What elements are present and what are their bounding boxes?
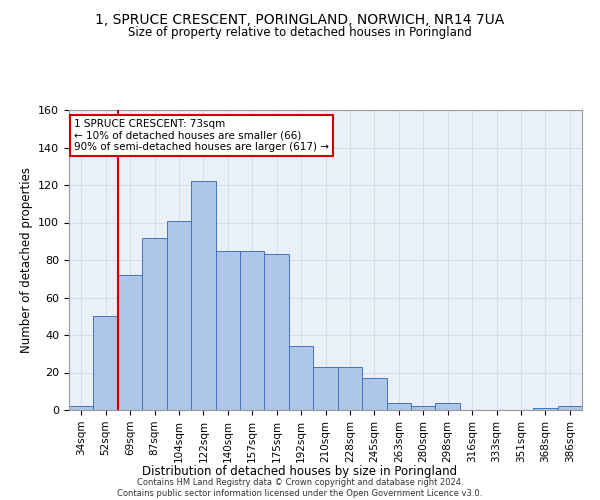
Bar bbox=[386, 402, 411, 410]
Bar bbox=[69, 406, 94, 410]
Bar bbox=[118, 275, 142, 410]
Bar bbox=[265, 254, 289, 410]
Bar bbox=[240, 250, 265, 410]
Text: 1 SPRUCE CRESCENT: 73sqm
← 10% of detached houses are smaller (66)
90% of semi-d: 1 SPRUCE CRESCENT: 73sqm ← 10% of detach… bbox=[74, 119, 329, 152]
Bar bbox=[557, 406, 582, 410]
Text: Size of property relative to detached houses in Poringland: Size of property relative to detached ho… bbox=[128, 26, 472, 39]
Bar bbox=[94, 316, 118, 410]
Bar bbox=[411, 406, 436, 410]
Y-axis label: Number of detached properties: Number of detached properties bbox=[20, 167, 32, 353]
Text: Contains HM Land Registry data © Crown copyright and database right 2024.
Contai: Contains HM Land Registry data © Crown c… bbox=[118, 478, 482, 498]
Bar bbox=[313, 367, 338, 410]
Bar bbox=[167, 220, 191, 410]
Bar bbox=[362, 378, 386, 410]
Bar bbox=[436, 402, 460, 410]
Bar bbox=[142, 238, 167, 410]
Bar bbox=[289, 346, 313, 410]
Bar bbox=[338, 367, 362, 410]
Bar bbox=[191, 181, 215, 410]
Text: Distribution of detached houses by size in Poringland: Distribution of detached houses by size … bbox=[142, 464, 458, 477]
Bar bbox=[533, 408, 557, 410]
Bar bbox=[215, 250, 240, 410]
Text: 1, SPRUCE CRESCENT, PORINGLAND, NORWICH, NR14 7UA: 1, SPRUCE CRESCENT, PORINGLAND, NORWICH,… bbox=[95, 12, 505, 26]
